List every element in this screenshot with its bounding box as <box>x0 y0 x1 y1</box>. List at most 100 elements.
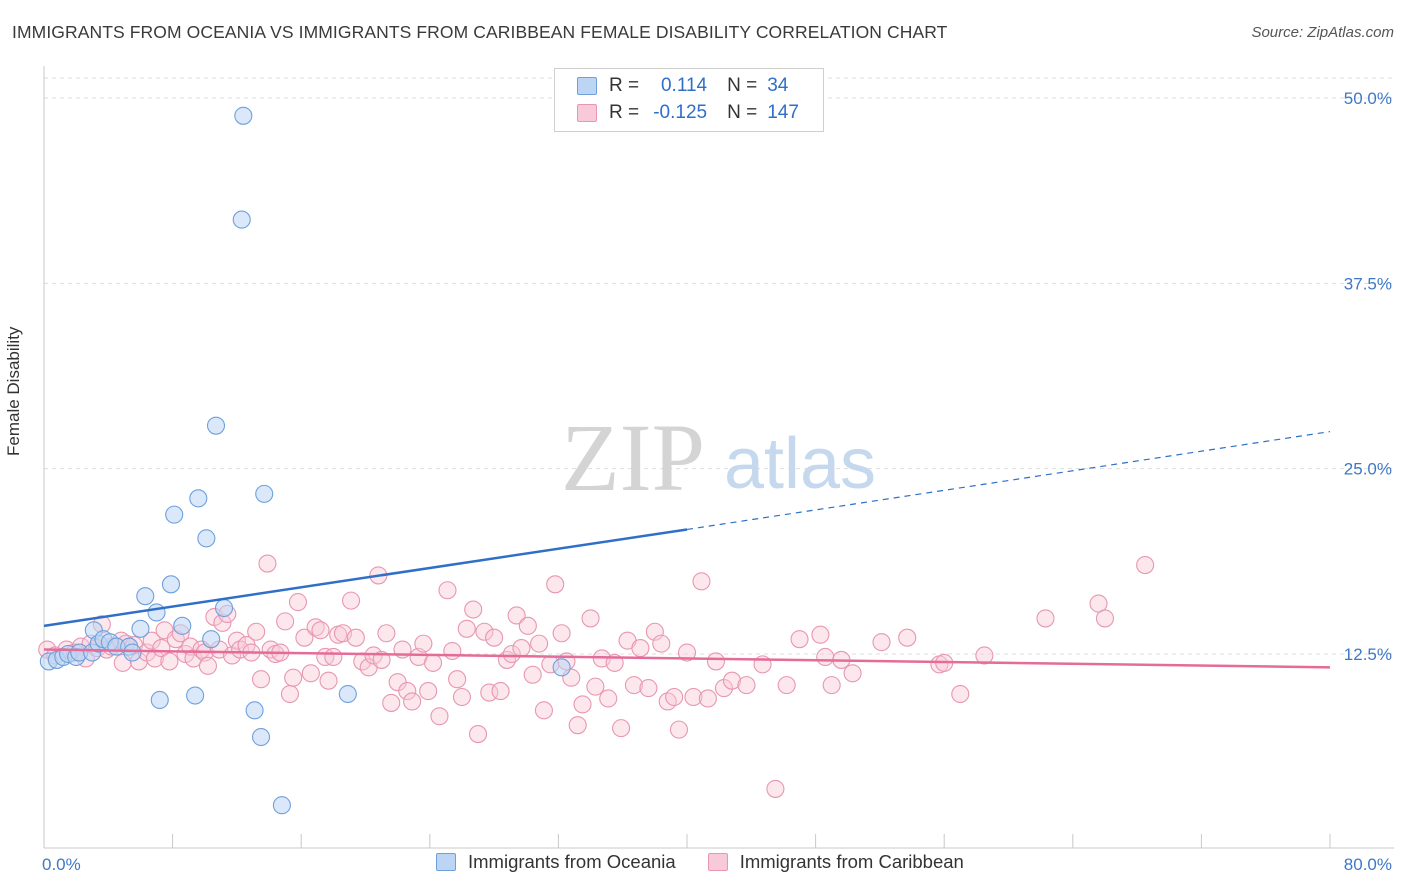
series-legend: Immigrants from Oceania Immigrants from … <box>436 851 996 873</box>
data-point-oceania <box>197 529 216 548</box>
data-point-caribbean <box>507 606 526 625</box>
y-tick-label: 50.0% <box>1344 89 1392 108</box>
data-point-caribbean <box>468 725 488 744</box>
data-point-caribbean <box>301 664 320 683</box>
data-point-oceania <box>173 616 192 635</box>
data-point-caribbean <box>898 628 917 647</box>
data-point-caribbean <box>568 716 587 735</box>
legend-swatch-caribbean <box>707 853 728 871</box>
data-point-caribbean <box>475 622 494 641</box>
data-point-caribbean <box>692 572 711 591</box>
data-point-caribbean <box>452 687 472 707</box>
data-point-caribbean <box>777 676 796 695</box>
data-point-caribbean <box>448 670 467 689</box>
trend-line-oceania <box>43 528 688 628</box>
data-point-caribbean <box>403 692 422 711</box>
data-point-caribbean <box>737 676 756 695</box>
series-caribbean <box>38 554 1155 798</box>
data-point-caribbean <box>1036 609 1055 628</box>
data-point-caribbean <box>1095 609 1114 628</box>
data-point-caribbean <box>464 600 483 619</box>
data-point-oceania <box>232 210 251 229</box>
data-point-caribbean <box>706 652 725 671</box>
data-point-caribbean <box>645 622 664 641</box>
legend-n-label: N = <box>727 102 758 123</box>
data-point-caribbean <box>843 664 862 683</box>
data-point-caribbean <box>251 670 271 689</box>
trend-lines <box>43 431 1331 669</box>
x-tick-label-max: 80.0% <box>1344 855 1392 874</box>
data-point-caribbean <box>624 676 644 695</box>
data-point-caribbean <box>652 634 671 653</box>
data-point-oceania <box>552 658 571 677</box>
data-point-caribbean <box>160 652 179 671</box>
data-point-caribbean <box>284 668 303 687</box>
legend-r-value: 0.114 <box>660 75 708 96</box>
trend-line-oceania-extension <box>686 431 1331 531</box>
tick-labels: 12.5% 25.0% 37.5% 50.0% 0.0% 80.0% <box>42 89 1392 874</box>
data-point-caribbean <box>295 628 314 647</box>
data-point-caribbean <box>438 581 457 600</box>
data-point-caribbean <box>485 628 504 647</box>
data-point-caribbean <box>669 720 689 739</box>
chart-title: IMMIGRANTS FROM OCEANIA VS IMMIGRANTS FR… <box>12 22 948 42</box>
data-point-caribbean <box>341 591 361 610</box>
data-point-caribbean <box>280 684 299 704</box>
data-point-caribbean <box>518 616 537 635</box>
data-point-caribbean <box>276 612 295 631</box>
data-point-caribbean <box>502 644 521 664</box>
gridlines <box>44 77 1394 655</box>
data-point-caribbean <box>951 684 970 704</box>
source-label: Source: ZipAtlas.com <box>1251 24 1394 41</box>
data-point-caribbean <box>457 619 476 638</box>
data-point-oceania <box>272 796 291 815</box>
series-oceania <box>39 106 571 815</box>
y-axis-label: Female Disability <box>4 326 23 456</box>
data-point-oceania <box>214 598 234 618</box>
data-point-caribbean <box>534 701 553 720</box>
data-point-caribbean <box>372 650 391 669</box>
data-point-caribbean <box>722 671 742 690</box>
legend-swatch-caribbean <box>577 104 597 122</box>
data-point-oceania <box>255 484 274 503</box>
data-point-caribbean <box>639 679 658 698</box>
legend-row-oceania: R = 0.114 N = 34 <box>577 74 788 98</box>
data-point-caribbean <box>423 653 443 672</box>
data-point-caribbean <box>1136 555 1155 575</box>
watermark-atlas: atlas <box>724 424 876 504</box>
data-point-oceania <box>186 686 205 705</box>
data-point-oceania <box>123 643 142 662</box>
data-point-caribbean <box>288 593 308 612</box>
data-point-caribbean <box>382 693 401 712</box>
data-point-oceania <box>251 727 271 747</box>
trend-line-caribbean <box>43 648 1331 669</box>
watermark-zip: ZIP <box>561 404 705 511</box>
data-point-caribbean <box>684 687 703 707</box>
data-point-caribbean <box>872 633 891 652</box>
data-point-caribbean <box>677 643 697 662</box>
legend-item-oceania: Immigrants from Oceania <box>436 851 676 873</box>
legend-n-value: 34 <box>767 75 789 96</box>
legend-swatch-oceania <box>577 77 597 95</box>
stats-legend: R = 0.114 N = 34 R = -0.125 N = 147 <box>554 68 824 132</box>
data-point-caribbean <box>258 554 277 573</box>
data-point-caribbean <box>631 639 650 658</box>
data-point-caribbean <box>398 682 417 701</box>
data-point-oceania <box>147 603 166 622</box>
data-point-caribbean <box>790 630 809 649</box>
x-tick-label-min: 0.0% <box>42 855 81 874</box>
data-point-oceania <box>150 690 169 710</box>
legend-item-caribbean: Immigrants from Caribbean <box>707 851 964 873</box>
data-point-oceania <box>234 106 253 125</box>
data-point-caribbean <box>198 656 218 675</box>
data-point-caribbean <box>530 634 549 653</box>
data-point-oceania <box>202 630 221 649</box>
data-point-caribbean <box>811 625 830 644</box>
legend-label-caribbean: Immigrants from Caribbean <box>739 851 964 872</box>
watermark: ZIP atlas <box>561 404 876 511</box>
y-tick-label: 12.5% <box>1344 645 1392 664</box>
data-point-caribbean <box>523 665 542 684</box>
data-point-caribbean <box>512 639 531 658</box>
data-point-oceania <box>161 575 181 594</box>
